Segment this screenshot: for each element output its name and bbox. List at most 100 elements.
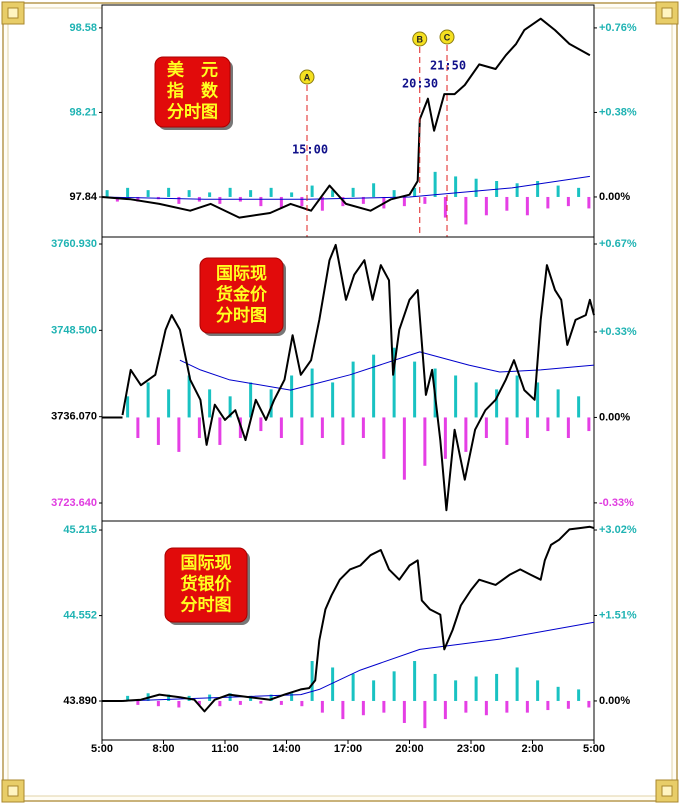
- bar: [300, 700, 304, 707]
- bar: [249, 190, 253, 197]
- bar: [474, 676, 478, 701]
- bar: [546, 700, 550, 711]
- y2-tick-label: -0.33%: [599, 497, 634, 509]
- y-tick-label: 98.58: [69, 22, 97, 34]
- bar: [228, 187, 232, 197]
- y-tick-label: 44.552: [63, 610, 97, 622]
- price-line: [122, 621, 595, 702]
- bar: [536, 181, 540, 197]
- bar: [382, 700, 386, 713]
- bar: [187, 190, 191, 197]
- bar: [279, 417, 283, 439]
- bar: [197, 700, 201, 705]
- bar: [515, 375, 519, 418]
- event-marker-label: A: [304, 72, 311, 82]
- bar: [115, 196, 119, 202]
- bar: [341, 700, 345, 720]
- bar: [208, 192, 212, 197]
- bar: [156, 417, 160, 445]
- bar: [587, 417, 591, 432]
- bar: [587, 700, 591, 708]
- bar: [146, 382, 150, 418]
- bar: [269, 694, 273, 701]
- bar: [351, 361, 355, 418]
- bar: [177, 417, 181, 452]
- bar: [341, 417, 345, 445]
- y2-tick-label: +1.51%: [599, 609, 637, 621]
- bar: [577, 187, 581, 197]
- y-tick-label: 97.84: [69, 191, 97, 203]
- bar: [423, 700, 427, 729]
- bar: [361, 700, 365, 716]
- bar: [320, 196, 324, 211]
- bar: [577, 689, 581, 701]
- bar: [566, 700, 570, 709]
- bar: [464, 417, 468, 452]
- corner: [661, 7, 673, 19]
- bar: [167, 694, 171, 701]
- bar: [290, 192, 294, 197]
- bar: [105, 190, 109, 197]
- bar: [177, 196, 181, 204]
- y2-tick-label: +0.67%: [599, 238, 637, 250]
- panel-title: 国际现: [181, 553, 232, 572]
- bar: [392, 190, 396, 197]
- panel: 3760.930 3748.500 3736.070 3723.640 +0.67% +0…: [51, 236, 637, 522]
- bar: [126, 396, 130, 418]
- plot-area: [101, 236, 595, 522]
- bar: [331, 382, 335, 418]
- bar: [566, 417, 570, 439]
- bar: [536, 382, 540, 418]
- x-tick-label: 5:00: [583, 743, 605, 755]
- x-tick-label: 20:00: [395, 743, 423, 755]
- bar: [413, 661, 417, 701]
- bar: [187, 375, 191, 418]
- bar: [177, 700, 181, 708]
- y2-tick-label: 0.00%: [599, 411, 630, 423]
- bar: [484, 196, 488, 216]
- event-marker: [439, 29, 455, 45]
- x-tick-label: 11:00: [211, 743, 239, 755]
- title-box: [164, 547, 248, 623]
- bar: [310, 368, 314, 418]
- bar: [310, 185, 314, 197]
- bar: [351, 673, 355, 701]
- bar: [269, 389, 273, 418]
- bar: [536, 680, 540, 701]
- bar: [454, 680, 458, 701]
- bar: [218, 417, 222, 445]
- bar: [300, 196, 304, 207]
- title-box: [199, 257, 284, 334]
- price-line: [179, 351, 595, 391]
- bar: [556, 185, 560, 197]
- bar: [464, 196, 468, 225]
- bar: [351, 187, 355, 197]
- y-tick-label: 3748.500: [51, 324, 97, 336]
- bar: [126, 695, 130, 701]
- bar: [392, 671, 396, 701]
- bar: [474, 178, 478, 197]
- bar: [259, 700, 263, 704]
- bar: [382, 417, 386, 459]
- bar: [392, 347, 396, 418]
- panel-title: 国际现: [216, 264, 267, 283]
- y-tick-label: 45.215: [63, 524, 97, 536]
- corner: [661, 785, 673, 797]
- event-marker-label: B: [417, 34, 424, 44]
- panel-title: 分时图: [216, 306, 267, 325]
- bar: [331, 667, 335, 701]
- bar: [443, 417, 447, 459]
- bar: [484, 417, 488, 439]
- bar: [259, 196, 263, 207]
- bar: [546, 417, 550, 432]
- bar: [269, 187, 273, 197]
- bar: [320, 417, 324, 439]
- x-tick-label: 5:00: [91, 743, 113, 755]
- bar: [320, 700, 324, 713]
- bar: [433, 673, 437, 701]
- y2-tick-label: 0.00%: [599, 191, 630, 203]
- bar: [474, 382, 478, 418]
- bar: [505, 417, 509, 445]
